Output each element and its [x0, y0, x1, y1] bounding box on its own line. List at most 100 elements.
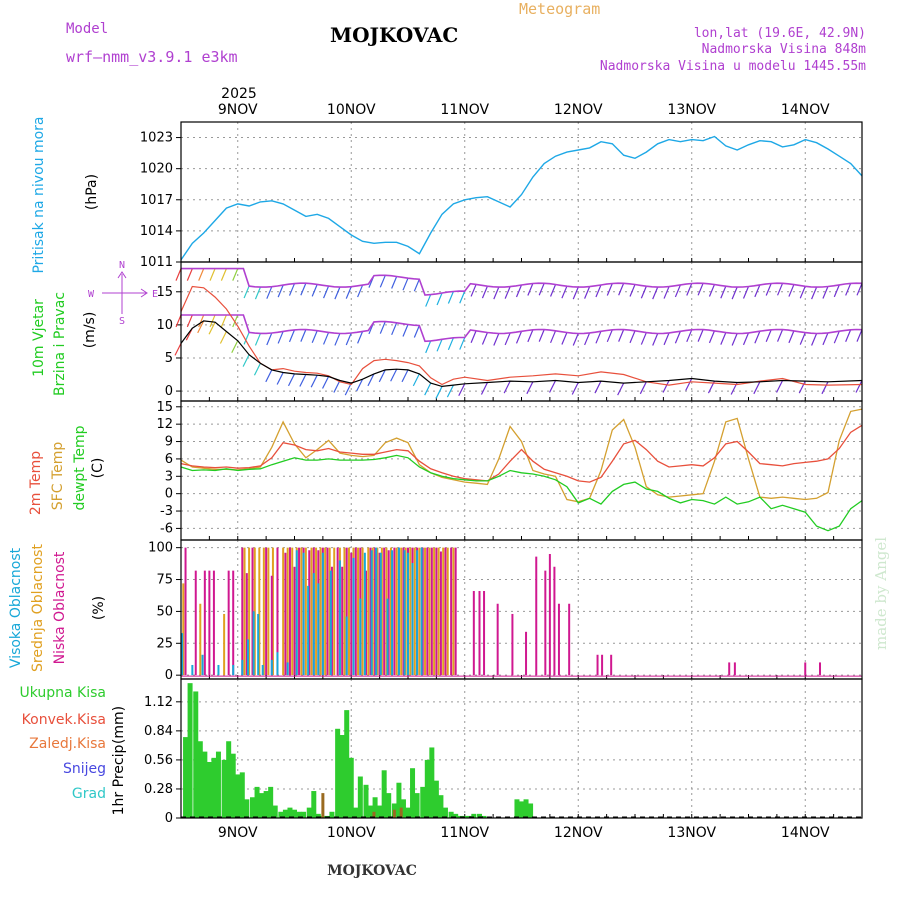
watermark: made by Angel [872, 537, 890, 650]
cloud-unit: (%) [91, 596, 107, 620]
wind-barb-middle [538, 329, 545, 342]
precip-title: 1hr Precip [111, 745, 127, 816]
wind-barb-upper [425, 294, 432, 307]
wind-barb-lower [242, 354, 250, 367]
wind-barb-middle [811, 333, 818, 346]
wind-barb-middle [549, 330, 557, 344]
wind-barb-middle [776, 329, 784, 342]
temp-title-2m: 2m Temp [28, 451, 44, 515]
x-tick-label-bottom: 13NOV [667, 825, 716, 841]
y-tick-label: 0 [165, 384, 173, 399]
compass-east: E [152, 289, 158, 300]
precip-legend-item: Grad [72, 786, 106, 802]
y-tick-label: 12 [156, 417, 173, 432]
precip-bar [272, 805, 278, 818]
x-tick-label-top: 13NOV [667, 102, 716, 118]
wind-barb-lower [401, 369, 409, 383]
precip-bar [410, 768, 416, 818]
precip-bar [244, 799, 250, 818]
top-axis-labels: 9NOV 10NOV 11NOV 12NOV 13NOV 14NOV [218, 102, 830, 118]
wind-barb-upper [845, 283, 852, 296]
wind-barb-middle [720, 332, 727, 345]
wind-barb-upper [175, 268, 182, 281]
y-tick-label: 1023 [140, 131, 173, 146]
wind-barb-upper [186, 268, 193, 281]
wind-barb-lower [390, 368, 398, 382]
y-tick-label: 100 [148, 541, 173, 556]
wind-barb-middle [731, 333, 738, 346]
precip-bar [296, 811, 302, 818]
wind-barb-lower [617, 382, 625, 396]
wind-barb-middle [652, 333, 659, 346]
wind-barb-middle [618, 329, 625, 342]
top-year-label: 2025 [221, 86, 257, 102]
wind-barb-upper [515, 284, 523, 298]
wind-barb-middle [425, 340, 432, 354]
wind-barb-middle [186, 314, 193, 328]
precip-unit: (mm) [111, 706, 127, 744]
model-label: Model [66, 21, 108, 37]
precip-bar [301, 811, 307, 818]
precip-bar [282, 809, 288, 818]
wind-barb-lower [344, 382, 352, 396]
subtitle: Meteogram [519, 0, 600, 18]
precip-bar [292, 809, 297, 818]
wind-barb-lower [276, 372, 284, 385]
wind-barb-lower [776, 380, 784, 393]
wind-barb-middle [686, 329, 693, 343]
y-tick-label: 0 [165, 487, 173, 502]
wind-barb-upper [663, 286, 670, 299]
x-tick-label-top: 12NOV [554, 102, 603, 118]
wind-barb-lower [265, 369, 273, 383]
precip-bar [400, 799, 406, 818]
y-tick-label: 6 [165, 452, 173, 467]
wind-barb-upper [266, 286, 273, 299]
precip-bar [315, 813, 321, 818]
y-tick-label: 1011 [140, 255, 173, 270]
precip-bar [372, 797, 378, 818]
wind-barb-upper [799, 286, 806, 299]
temp-unit: (C) [90, 458, 106, 479]
wind-barb-upper [391, 276, 398, 289]
wind-barb-middle [629, 330, 636, 344]
wind-barb-middle [391, 322, 398, 336]
wind-barb-lower [685, 378, 693, 391]
wind-barb-middle [345, 332, 352, 346]
wind-barb-middle [856, 329, 863, 342]
wind-barb-upper [720, 286, 727, 299]
precip-bar [348, 757, 354, 818]
wind-barb-lower [753, 381, 761, 395]
wind-barb-upper [402, 277, 409, 291]
wind-barb-lower [208, 321, 216, 335]
wind-barb-middle [459, 337, 466, 350]
wind-barb-upper [322, 285, 330, 299]
precip-bar [481, 815, 487, 818]
wind-barb-middle [765, 329, 772, 343]
precip-bar [523, 799, 529, 818]
precip-bar [377, 805, 383, 818]
x-tick-label-top: 14NOV [781, 102, 830, 118]
dewpt-line [180, 454, 863, 532]
precip-bar [287, 807, 293, 818]
precip-panel: 0 0.28 0.56 0.84 1.12 [144, 678, 863, 826]
precip-bar [268, 786, 274, 818]
precip-bar [528, 803, 534, 818]
wind-barb-middle [504, 332, 511, 346]
pressure-panel: 1011 1014 1017 1020 1023 [140, 121, 863, 270]
x-tick-label-top: 10NOV [327, 102, 376, 118]
wind-barb-middle [266, 332, 273, 346]
precip-bar [211, 757, 217, 818]
precip-bar [254, 786, 260, 818]
wind-barb-upper [243, 285, 250, 299]
wind-barb-upper [549, 284, 557, 297]
wind-barb-middle [527, 329, 534, 343]
wind-barb-middle [663, 332, 670, 346]
wind-barb-lower [333, 380, 341, 393]
precip-bar [414, 793, 420, 818]
y-tick-label: 0.28 [144, 782, 173, 797]
wind-barb-middle [697, 329, 704, 342]
wind-barb-upper [232, 268, 239, 281]
precip-bar [368, 805, 374, 818]
wind-barb-middle [515, 331, 523, 344]
wind-barb-upper [209, 268, 216, 281]
